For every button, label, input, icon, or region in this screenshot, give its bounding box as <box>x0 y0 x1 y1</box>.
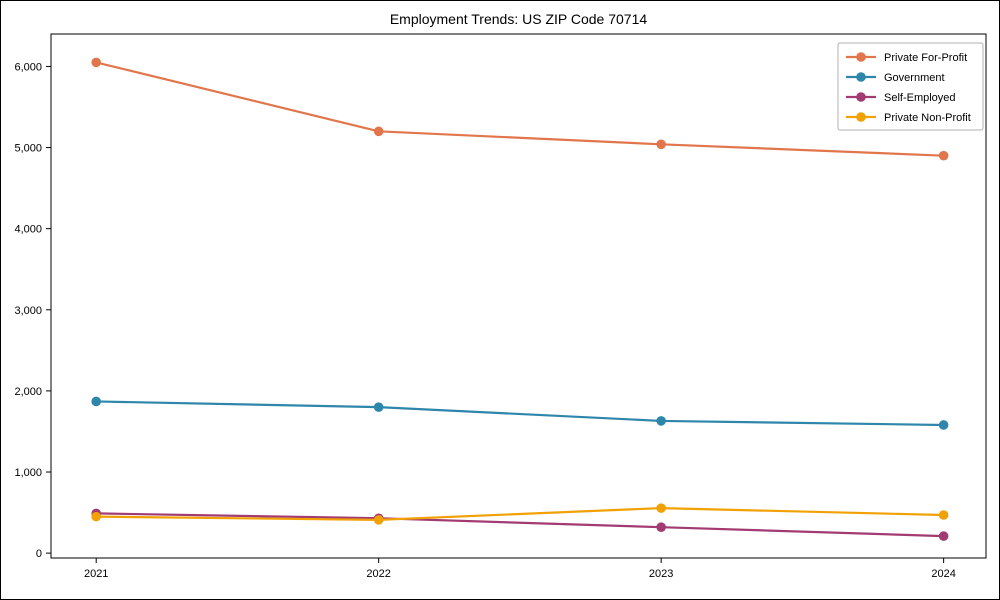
series-line <box>95 61 944 157</box>
x-tick-label: 2024 <box>931 568 955 580</box>
data-point-marker <box>656 503 666 513</box>
data-point-marker <box>91 57 101 68</box>
data-point-marker <box>373 515 384 525</box>
data-point-marker <box>938 420 949 430</box>
x-axis: 2021 2022 2023 2024 <box>84 558 956 580</box>
data-point-marker <box>938 510 949 520</box>
y-tick-label: 5,000 <box>14 143 42 155</box>
legend-label-private-for-profit: Private For-Profit <box>884 52 967 64</box>
x-tick-label: 2023 <box>649 568 673 580</box>
legend-label-self-employed: Self-Employed <box>884 92 956 104</box>
data-point-marker <box>91 511 101 522</box>
legend-label-private-non-profit: Private Non-Profit <box>884 112 971 124</box>
series-line <box>96 512 944 538</box>
x-tick-label: 2022 <box>366 568 390 580</box>
y-tick-label: 0 <box>36 548 42 560</box>
legend: Private For-Profit Government Self-Employe… <box>837 42 984 131</box>
data-point-marker <box>373 402 384 412</box>
legend-label-government: Government <box>884 72 945 84</box>
series-private-for-profit <box>91 57 949 161</box>
series-government <box>91 396 949 430</box>
y-tick-label: 2,000 <box>14 386 42 398</box>
y-tick-label: 3,000 <box>14 305 42 317</box>
legend-marker <box>856 72 866 82</box>
y-axis: 0 1,000 2,000 3,000 4,000 5,000 6,000 <box>14 61 51 560</box>
data-point-marker <box>656 416 666 426</box>
data-point-marker <box>938 150 949 161</box>
data-point-marker <box>373 126 384 137</box>
chart-title: Employment Trends: US ZIP Code 70714 <box>389 11 648 27</box>
series-line <box>96 400 944 427</box>
series-private-non-profit <box>91 503 949 525</box>
data-point-marker <box>656 139 666 150</box>
legend-marker <box>856 112 866 122</box>
plot-area <box>50 33 987 559</box>
legend-marker <box>856 92 866 102</box>
legend-marker <box>856 52 866 62</box>
legend-box <box>837 42 984 131</box>
data-point-marker <box>656 522 666 532</box>
series-line <box>96 507 944 521</box>
data-point-marker <box>91 396 101 407</box>
y-tick-label: 4,000 <box>14 224 42 236</box>
x-tick-label: 2021 <box>84 568 108 580</box>
y-tick-label: 6,000 <box>14 61 42 73</box>
y-tick-label: 1,000 <box>14 467 42 479</box>
data-point-marker <box>938 531 949 541</box>
